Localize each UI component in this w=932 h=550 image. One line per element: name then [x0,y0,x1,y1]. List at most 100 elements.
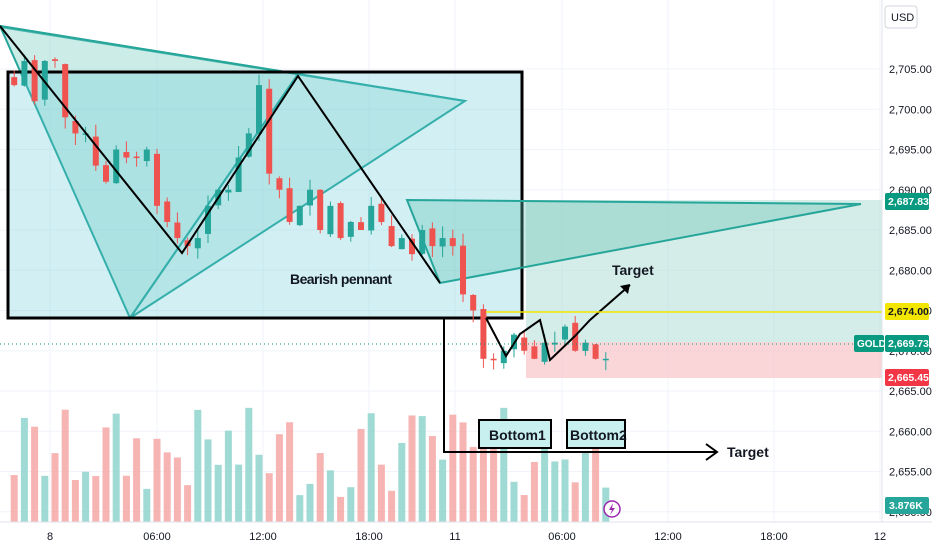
candle-body [123,152,130,158]
volume-bar [377,464,385,522]
price-tick-label: 2,685.00 [889,225,932,237]
price-tag-stop: 2,665.45 [885,369,929,386]
stop-loss-zone [526,342,882,378]
candle-body [11,77,18,86]
candle-body [133,156,140,159]
bottom1-label: Bottom1 [489,427,546,443]
candle-body [347,221,354,237]
volume-bar [173,457,181,522]
volume-tag: 3.876K [885,497,929,514]
candle-body [31,60,38,102]
volume-bar [490,432,498,522]
volume-bar [122,475,130,522]
candle-body [307,189,313,206]
candle-body [143,149,150,162]
volume-bar [459,422,467,522]
candle-body [327,205,334,235]
svg-text:GOLD: GOLD [857,339,886,350]
candle-body [154,153,160,206]
volume-bar [367,413,375,522]
volume-bar [449,414,457,522]
price-axis-bg [882,0,932,522]
volume-bar [224,430,232,522]
candle-body [103,165,109,182]
candle-body [531,346,538,359]
svg-text:2,687.83: 2,687.83 [888,196,929,208]
volume-bar [112,413,120,522]
volume-bar [102,427,110,522]
volume-bar [581,451,589,522]
candle-body [409,238,415,255]
take-profit-zone [526,200,882,342]
volume-bar [163,452,171,522]
candle-body [562,326,568,340]
price-tick-label: 2,665.00 [889,386,932,398]
bottom2-box [566,419,626,449]
symbol-tag: GOLD [854,335,886,352]
candle-body [490,358,497,361]
candle-body [582,342,589,351]
volume-bar [347,487,355,522]
pennant-patterns [0,24,468,321]
candle-body [460,245,466,295]
bearish-pennant-label: Bearish pennant [290,271,392,287]
price-tag-yellow: 2,674.00 [885,303,929,320]
volume-bars [10,407,610,522]
volume-bar [326,470,334,522]
price-tag-upper: 2,687.83 [885,193,929,210]
volume-bar [92,476,100,522]
candle-body [225,189,232,193]
candle-body [439,238,446,247]
price-tag-current: 2,669.73 [885,335,929,352]
time-tick-label: 12:00 [249,531,277,543]
volume-bar [398,442,406,522]
price-tick-label: 2,655.00 [889,467,932,479]
time-tick-label: 18:00 [760,531,788,543]
candle-body [592,344,599,359]
volume-bar [204,439,212,522]
volume-bar [418,416,426,522]
volume-bar [469,447,477,522]
candle-body [358,222,364,230]
svg-text:2,665.45: 2,665.45 [888,372,929,384]
target-right-label: Target [727,444,769,460]
target-right-path [443,318,716,453]
volume-bar [235,464,243,522]
volume-bar [184,485,192,522]
candle-body [72,120,79,134]
volume-bar [530,461,538,522]
zigzag-bottoms [485,284,631,362]
volume-bar [265,473,273,522]
volume-bar [510,481,518,522]
volume-bar [255,454,263,522]
time-tick-label: 8 [47,531,53,543]
volume-bar [61,409,69,522]
target-up-label: Target [612,262,654,278]
candle-body [256,85,262,134]
candle-body [205,205,211,234]
lightning-icon [609,503,615,515]
volume-bar [143,488,151,522]
candle-body [368,205,375,231]
bottom1-box [478,419,552,449]
price-tick-label: 2,695.00 [889,145,932,157]
volume-bar [388,490,396,522]
volume-bar [541,430,549,522]
volume-bar [41,475,49,522]
candle-body [398,238,405,250]
volume-bar [337,496,345,522]
time-tick-label: 06:00 [548,531,576,543]
candle-body [551,342,558,345]
time-tick-label: 11 [449,531,460,543]
candle-body [235,157,242,193]
volume-bar [194,409,202,522]
zigzag-left [0,25,441,284]
volume-bar [500,407,508,522]
time-tick-label: 12 [874,531,886,543]
currency-button[interactable] [884,5,918,29]
volume-bar [214,464,222,522]
time-axis-bg [0,522,932,550]
candle-body [266,88,273,174]
time-tick-label: 18:00 [355,531,383,543]
